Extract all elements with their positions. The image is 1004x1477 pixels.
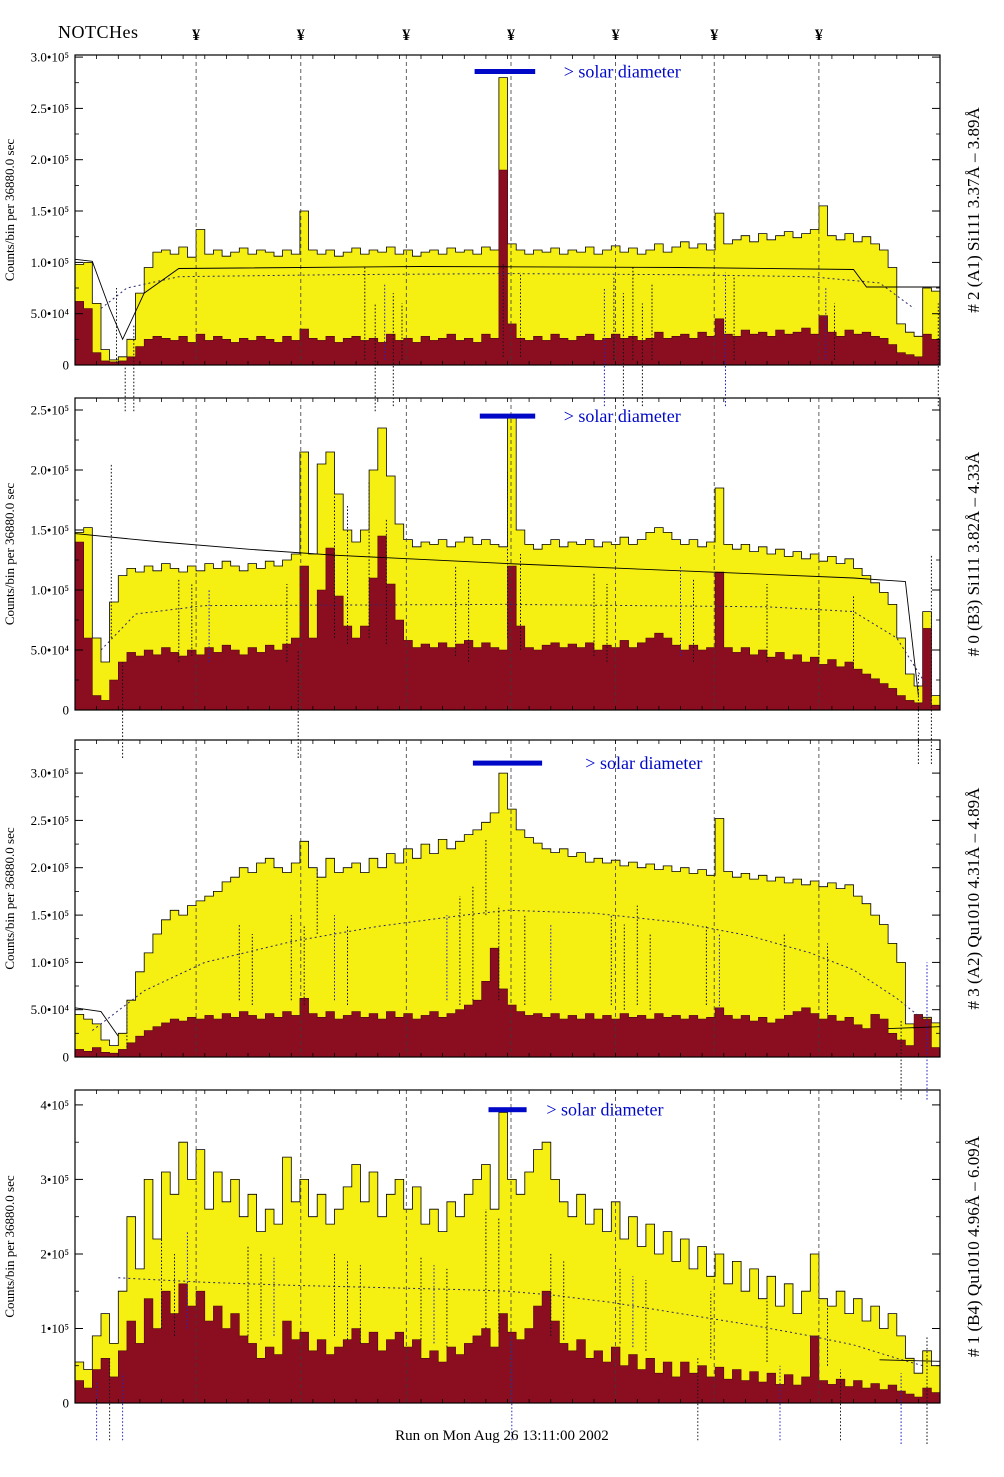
y-tick-label: 1.5•10⁵: [31, 523, 69, 538]
y-tick-label: 2•10⁵: [40, 1247, 69, 1262]
solar-diameter-bar: [472, 760, 543, 766]
panel-3: 3.0•10⁵ 2.5•10⁵ 2.0•10⁵ 1.5•10⁵ 1.0•10⁵ 5.0•1…: [2, 739, 983, 1100]
y-tick-label: 2.0•10⁵: [31, 860, 69, 875]
y-tick-label: 3.0•10⁵: [31, 50, 69, 65]
solar-diameter-label: > solar diameter: [585, 753, 702, 773]
notch-symbol: ¥: [402, 27, 410, 44]
notches-title: NOTCHes: [58, 22, 139, 42]
solar-diameter-bar: [474, 69, 536, 74]
y-tick-label: 1.5•10⁵: [31, 204, 69, 219]
panel-4: 4•10⁵ 3•10⁵ 2•10⁵ 1•10⁵ 0 > solar diameter Cou…: [2, 1089, 983, 1444]
y-tick-label: 3.0•10⁵: [31, 766, 69, 781]
notch-symbol: ¥: [507, 27, 515, 44]
y-tick-label: 2.5•10⁵: [31, 813, 69, 828]
panel-1-solid-line: [74, 258, 940, 341]
notches-header: ¥ ¥ ¥ ¥ ¥ ¥ ¥: [192, 27, 823, 44]
panel-1: 3.0•10⁵ 2.5•10⁵ 2.0•10⁵ 1.5•10⁵ 1.0•10⁵ 5.0•1…: [2, 50, 983, 412]
y-tick-label: 2.0•10⁵: [31, 152, 69, 167]
panel-1-side-label: # 2 (A1) Si111 3.37Å – 3.89Å: [964, 106, 983, 312]
y-tick-label: 5.0•10⁴: [31, 1002, 70, 1017]
panel-1-dotted-curve: [100, 273, 915, 309]
y-tick-label: 1.0•10⁵: [31, 583, 69, 598]
panel-2-dotted-curve: [100, 603, 928, 687]
run-caption: Run on Mon Aug 26 13:11:00 2002: [395, 1428, 609, 1444]
panel-3-solid-line: [888, 1026, 941, 1030]
solar-diameter-label: > solar diameter: [546, 1100, 663, 1120]
solar-diameter-bar: [479, 413, 536, 419]
y-tick-label: 0: [63, 358, 70, 373]
panel-3-solid-line: [74, 1007, 119, 1037]
panel-2: 2.5•10⁵ 2.0•10⁵ 1.5•10⁵ 1.0•10⁵ 5.0•10⁴ 0 > so…: [2, 397, 983, 764]
y-tick-label: 0: [63, 1396, 70, 1411]
panel-3-red-histogram: [74, 947, 941, 1058]
solar-diameter-bar: [488, 1107, 527, 1113]
notch-symbol: ¥: [612, 27, 620, 44]
solar-diameter-label: > solar diameter: [564, 62, 681, 82]
notch-symbol: ¥: [710, 27, 718, 44]
notch-symbol: ¥: [192, 27, 200, 44]
panel-1-red-histogram: [74, 169, 941, 366]
solar-diameter-label: > solar diameter: [564, 406, 681, 426]
panel-2-y-axis-title: Counts/bin per 36880.0 sec: [2, 483, 17, 625]
y-tick-label: 1•10⁵: [40, 1321, 69, 1336]
y-tick-label: 5.0•10⁴: [31, 306, 70, 321]
y-tick-label: 1.0•10⁵: [31, 955, 69, 970]
y-tick-label: 3•10⁵: [40, 1172, 69, 1187]
panel-3-dotted-curve: [91, 909, 924, 1031]
y-tick-label: 2.5•10⁵: [31, 101, 69, 116]
y-tick-label: 2.5•10⁵: [31, 403, 69, 418]
panel-3-y-axis-title: Counts/bin per 36880.0 sec: [2, 827, 17, 969]
panel-4-side-label: # 1 (B4) Qu1010 4.96Å – 6.09Å: [964, 1135, 983, 1357]
y-tick-label: 1.5•10⁵: [31, 908, 69, 923]
notch-symbol: ¥: [815, 27, 823, 44]
panel-3-side-label: # 3 (A2) Qu1010 4.31Å – 4.89Å: [964, 787, 983, 1010]
y-tick-label: 0: [63, 703, 70, 718]
notch-symbol: ¥: [297, 27, 305, 44]
panel-4-solid-line: [879, 1359, 941, 1362]
panel-1-y-axis-title: Counts/bin per 36880.0 sec: [2, 139, 17, 281]
y-tick-label: 1.0•10⁵: [31, 255, 69, 270]
panel-4-y-axis-title: Counts/bin per 36880.0 sec: [2, 1175, 17, 1317]
y-tick-label: 0: [63, 1050, 70, 1065]
y-tick-label: 5.0•10⁴: [31, 643, 70, 658]
panel-2-side-label: # 0 (B3) Si111 3.82Å – 4.33Å: [964, 451, 983, 656]
y-tick-label: 4•10⁵: [40, 1097, 69, 1112]
y-tick-label: 2.0•10⁵: [31, 463, 69, 478]
panel-4-red-histogram: [74, 1283, 941, 1404]
